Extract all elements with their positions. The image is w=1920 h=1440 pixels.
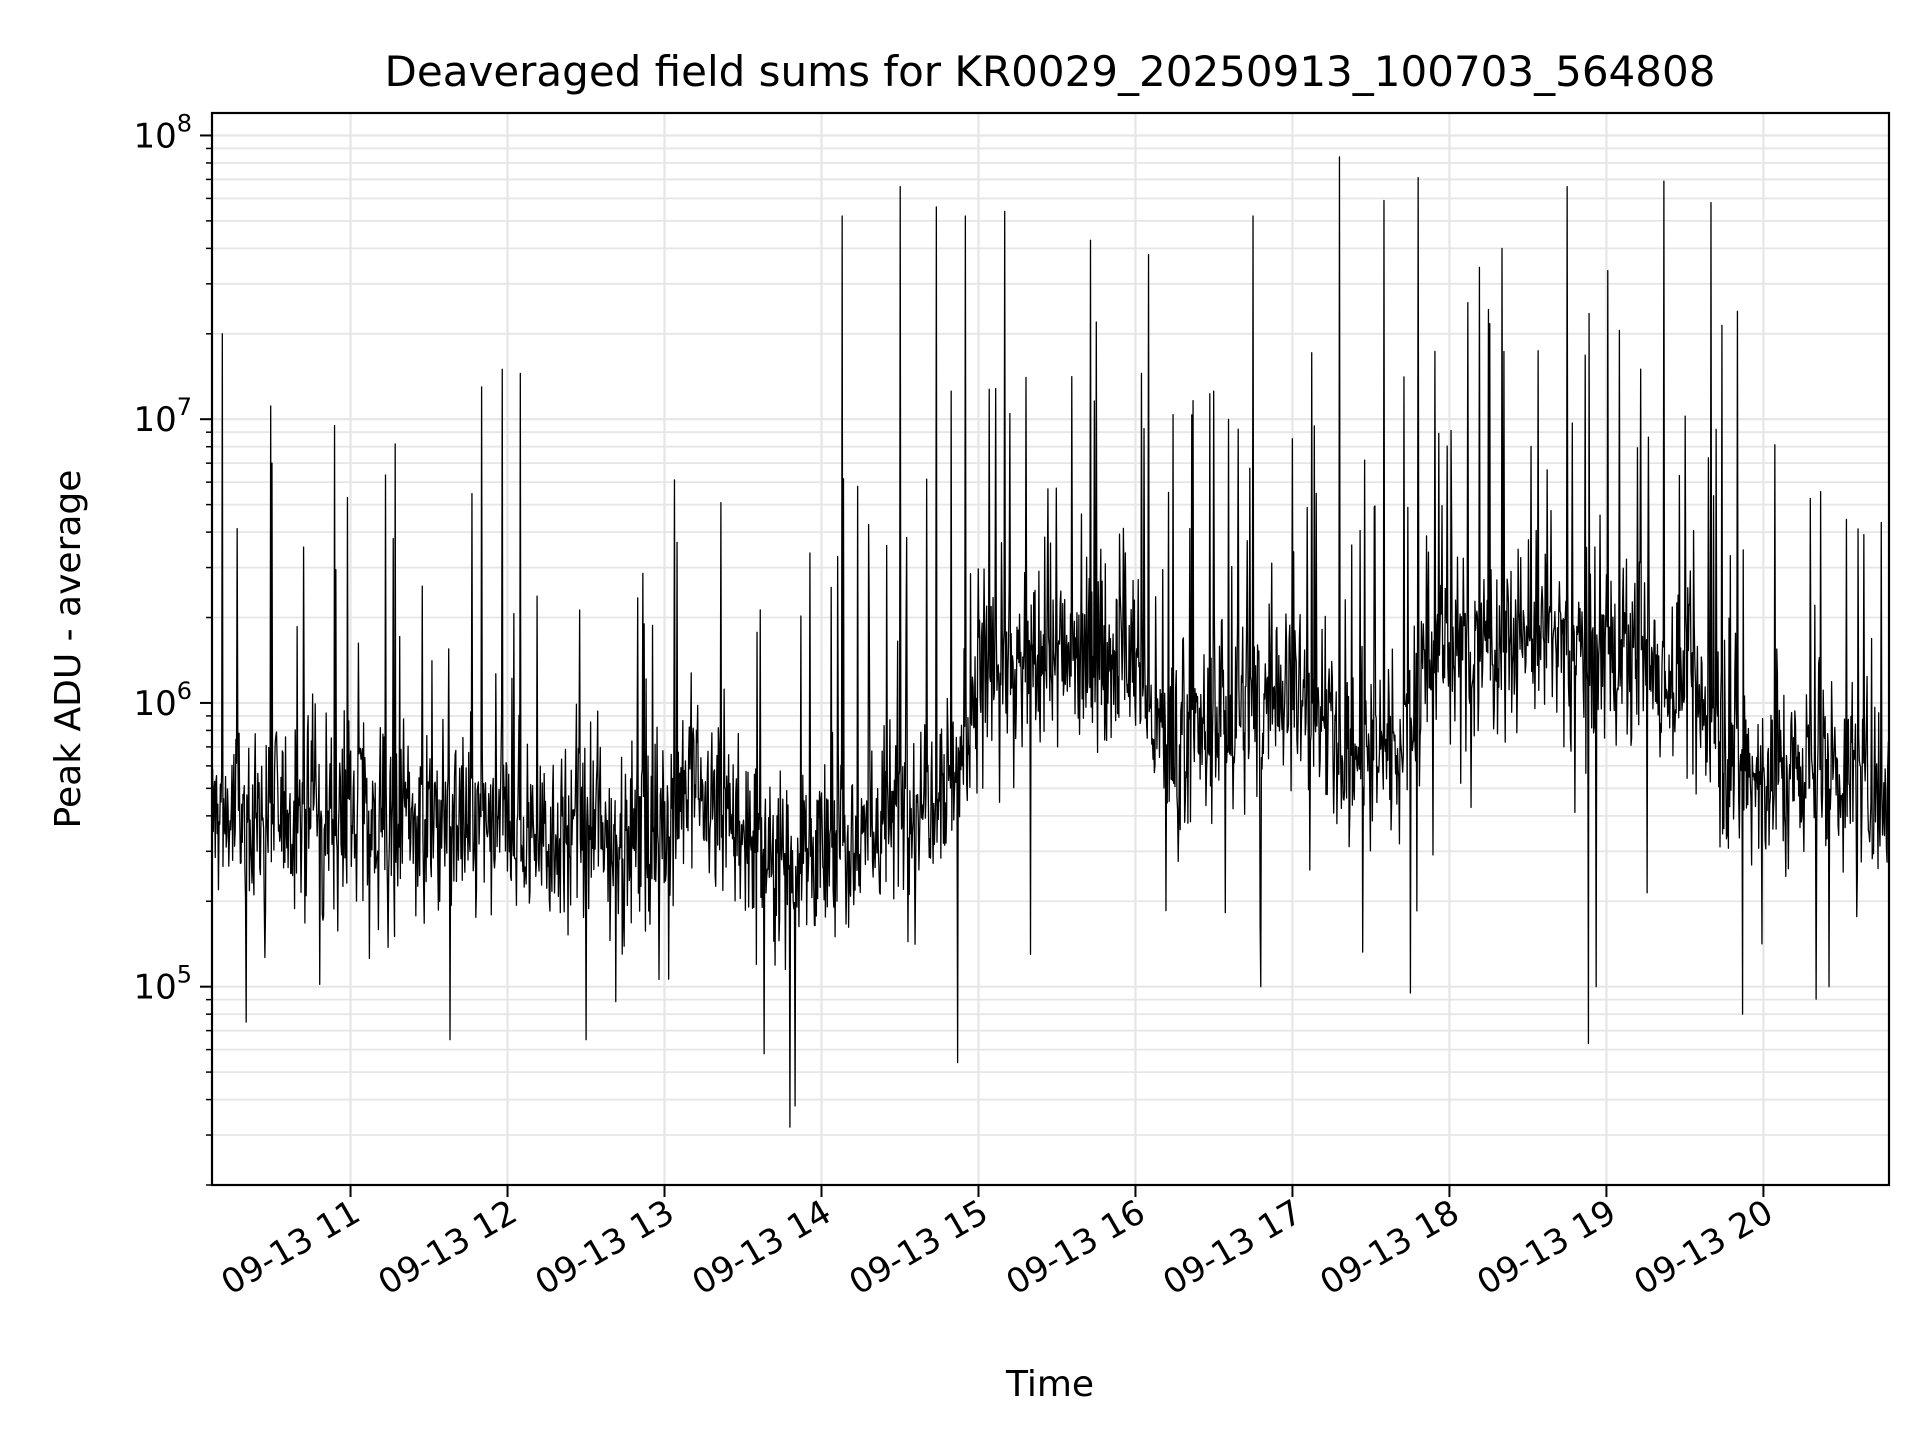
- y-axis: 105 106 107 108: [133, 109, 212, 1186]
- y-axis-label: Peak ADU - average: [48, 470, 89, 829]
- plot-frame: [210, 111, 1891, 1187]
- series-line: [211, 156, 1890, 1128]
- series-path: [211, 156, 1890, 1128]
- chart-title: Deaveraged field sums for KR0029_2025091…: [385, 47, 1716, 96]
- x-axis-label: Time: [1005, 1364, 1094, 1405]
- y-tick-label: 105: [133, 961, 192, 1008]
- y-tick-label: 106: [133, 677, 192, 724]
- y-tick-label: 107: [133, 393, 192, 440]
- y-tick-label: 108: [133, 109, 192, 156]
- grid: [212, 113, 1889, 1186]
